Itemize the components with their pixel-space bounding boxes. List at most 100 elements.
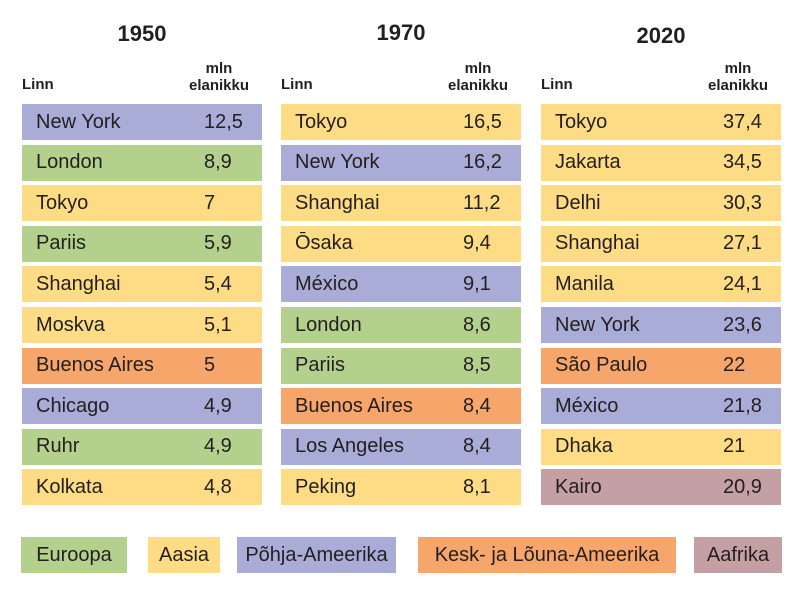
table-row: Los Angeles 8,4 xyxy=(281,428,521,465)
population-value: 24,1 xyxy=(723,272,762,295)
population-value: 27,1 xyxy=(723,232,762,255)
population-value: 8,4 xyxy=(463,394,491,417)
city-name: Los Angeles xyxy=(295,435,404,458)
table-row: México 21,8 xyxy=(541,388,781,425)
population-value: 8,6 xyxy=(463,313,491,336)
population-value: 4,9 xyxy=(204,435,232,458)
city-name: Moskva xyxy=(36,313,105,336)
population-value: 21,8 xyxy=(723,394,762,417)
table-row: México 9,1 xyxy=(281,266,521,303)
table-row: Pariis 5,9 xyxy=(22,225,262,262)
column-header-city: Linn xyxy=(541,76,573,93)
table-row: Kairo 20,9 xyxy=(541,469,781,506)
table-row: Tokyo 16,5 xyxy=(281,104,521,140)
city-name: Pariis xyxy=(295,354,346,377)
population-value: 23,6 xyxy=(723,313,762,336)
city-name: México xyxy=(555,394,619,417)
legend-item: Euroopa xyxy=(21,537,127,573)
city-name: Ruhr xyxy=(36,435,80,458)
city-name: Tokyo xyxy=(555,110,608,133)
city-name: Jakarta xyxy=(555,151,621,174)
table-row: Jakarta 34,5 xyxy=(541,144,781,181)
table-row: Delhi 30,3 xyxy=(541,185,781,222)
population-value: 34,5 xyxy=(723,151,762,174)
year-heading: 1970 xyxy=(376,20,426,45)
population-value: 5,1 xyxy=(204,313,232,336)
table-row: Buenos Aires 8,4 xyxy=(281,388,521,425)
population-value: 9,1 xyxy=(463,272,491,295)
table-row: Tokyo 7 xyxy=(22,185,262,222)
city-name: Buenos Aires xyxy=(295,394,413,417)
city-name: London xyxy=(295,313,362,336)
population-value: 5,4 xyxy=(204,272,232,295)
city-name: Shanghai xyxy=(36,272,121,295)
table-row: New York 12,5 xyxy=(22,104,262,140)
population-value: 11,2 xyxy=(463,191,501,214)
table-row: Kolkata 4,8 xyxy=(22,469,262,506)
population-value: 30,3 xyxy=(723,191,762,214)
column-header-population: mln elanikku xyxy=(447,60,509,94)
legend-item: Aasia xyxy=(148,537,220,573)
table-row: Moskva 5,1 xyxy=(22,307,262,343)
city-name: Manila xyxy=(555,272,614,295)
population-value: 9,4 xyxy=(463,232,491,255)
city-name: Dhaka xyxy=(555,435,613,458)
population-value: 8,9 xyxy=(204,151,232,174)
table-row: London 8,9 xyxy=(22,144,262,181)
table-row: São Paulo 22 xyxy=(541,347,781,384)
table-row: Chicago 4,9 xyxy=(22,388,262,425)
population-value: 8,1 xyxy=(463,475,491,498)
city-name: Shanghai xyxy=(295,191,380,214)
table-row: Shanghai 5,4 xyxy=(22,266,262,303)
table-row: Buenos Aires 5 xyxy=(22,347,262,384)
city-name: São Paulo xyxy=(555,354,648,377)
column-header-city: Linn xyxy=(281,76,313,93)
city-name: Kolkata xyxy=(36,475,103,498)
table-row: New York 23,6 xyxy=(541,307,781,343)
city-name: New York xyxy=(295,151,380,174)
city-name: New York xyxy=(555,313,640,336)
population-value: 20,9 xyxy=(723,475,762,498)
population-value: 8,5 xyxy=(463,354,491,377)
city-name: México xyxy=(295,272,359,295)
year-heading: 1950 xyxy=(117,21,167,46)
population-value: 16,2 xyxy=(463,151,502,174)
population-value: 37,4 xyxy=(723,110,762,133)
table-row: Dhaka 21 xyxy=(541,428,781,465)
population-value: 22 xyxy=(723,354,746,377)
table-row: Ruhr 4,9 xyxy=(22,428,262,465)
city-name: London xyxy=(36,151,103,174)
table-row: Tokyo 37,4 xyxy=(541,104,781,140)
city-name: Delhi xyxy=(555,191,601,214)
city-name: Peking xyxy=(295,475,357,498)
table-row: Shanghai 27,1 xyxy=(541,225,781,262)
city-name: Shanghai xyxy=(555,232,640,255)
city-name: Tokyo xyxy=(295,110,348,133)
city-name: New York xyxy=(36,110,121,133)
city-name: Pariis xyxy=(36,232,87,255)
population-value: 21 xyxy=(723,435,746,458)
column-header-city: Linn xyxy=(22,76,54,93)
city-name: Ōsaka xyxy=(295,232,353,255)
population-value: 16,5 xyxy=(463,110,502,133)
legend-item: Aafrika xyxy=(694,537,782,573)
city-name: Kairo xyxy=(555,475,602,498)
table-row: Shanghai 11,2 xyxy=(281,185,521,222)
legend-item: Kesk- ja Lõuna-Ameerika xyxy=(418,537,676,573)
population-value: 12,5 xyxy=(204,110,243,133)
population-value: 5 xyxy=(204,354,216,377)
legend-item: Põhja-Ameerika xyxy=(237,537,396,573)
population-value: 4,9 xyxy=(204,394,232,417)
table-row: London 8,6 xyxy=(281,307,521,343)
city-name: Buenos Aires xyxy=(36,354,154,377)
table-row: Ōsaka 9,4 xyxy=(281,225,521,262)
column-header-population: mln elanikku xyxy=(707,60,769,94)
column-header-population: mln elanikku xyxy=(188,60,250,94)
population-value: 5,9 xyxy=(204,232,232,255)
table-row: Manila 24,1 xyxy=(541,266,781,303)
city-name: Chicago xyxy=(36,394,110,417)
table-row: New York 16,2 xyxy=(281,144,521,181)
table-row: Peking 8,1 xyxy=(281,469,521,506)
city-name: Tokyo xyxy=(36,191,89,214)
population-value: 4,8 xyxy=(204,475,232,498)
